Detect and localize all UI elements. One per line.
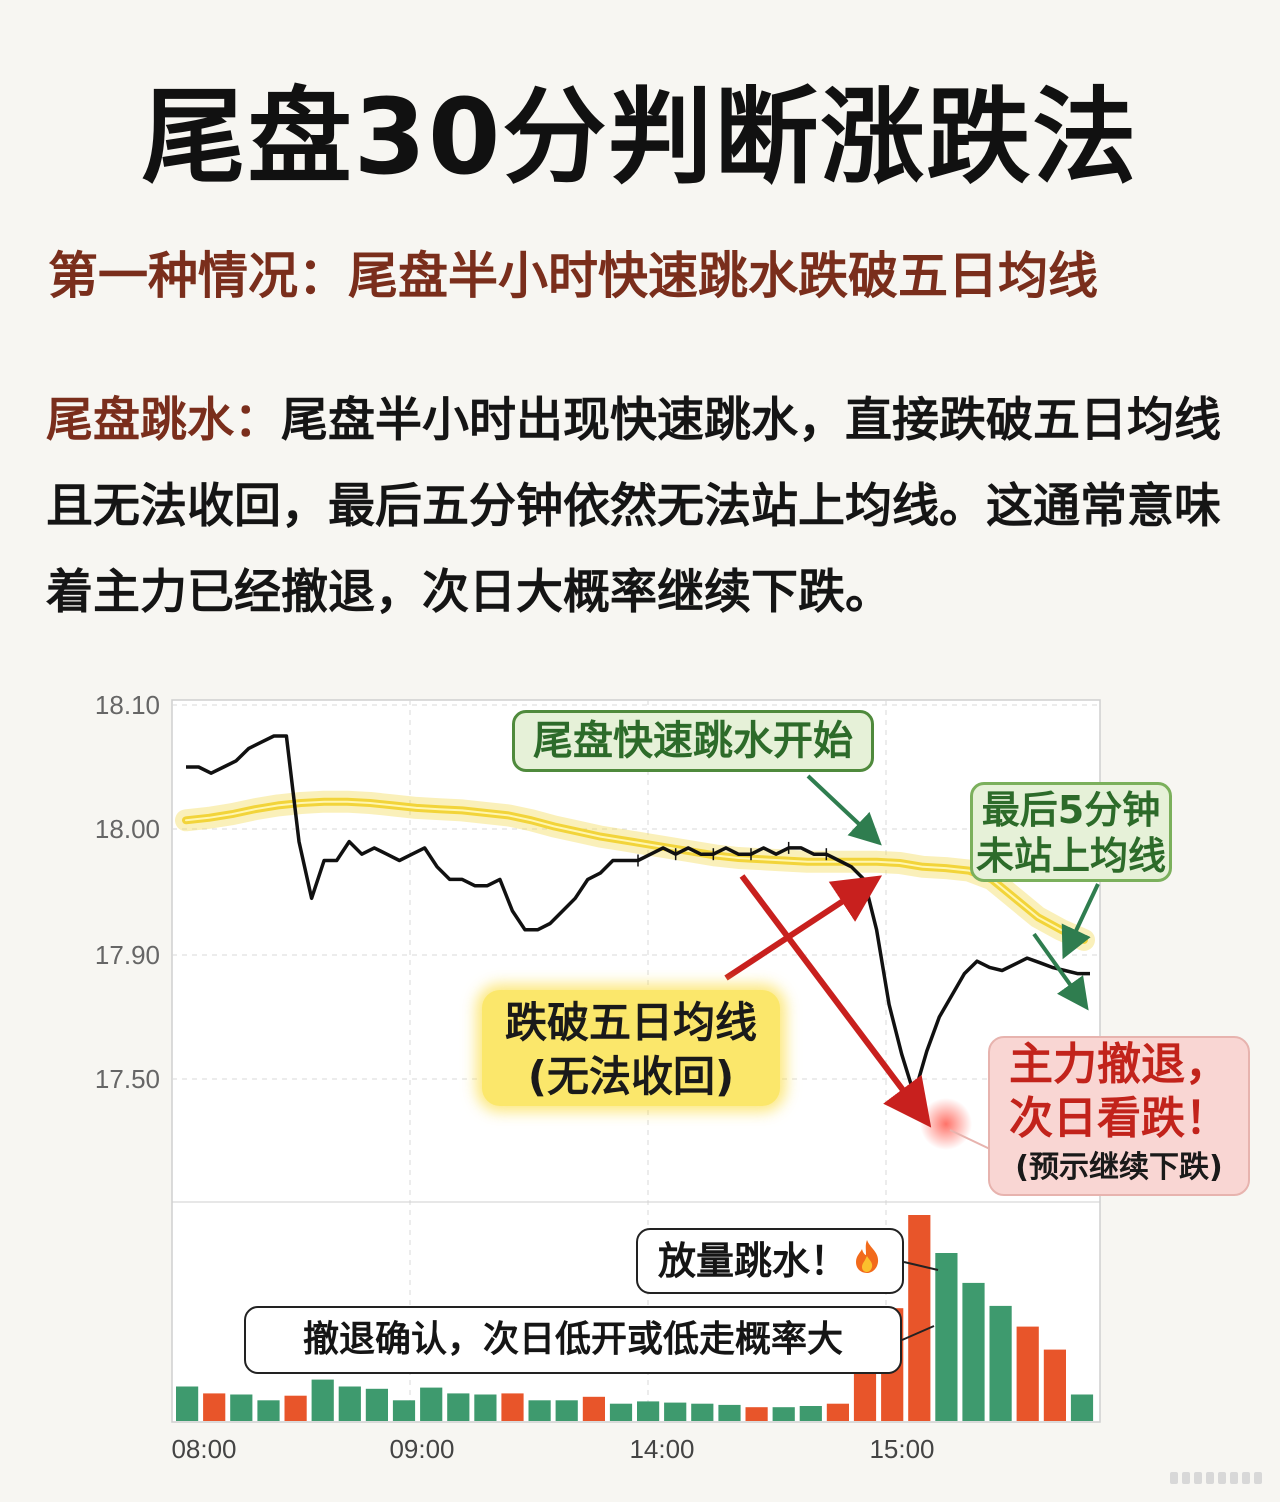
- volume-bar: [718, 1404, 741, 1421]
- page-dots: [1170, 1472, 1262, 1484]
- x-tick-label: 14:00: [629, 1434, 694, 1464]
- price-line-group: [186, 734, 1090, 1097]
- last-5min-line2: 未站上均线: [975, 834, 1166, 878]
- volume-bar: [176, 1386, 199, 1421]
- volume-bar: [1016, 1326, 1039, 1421]
- y-tick-label: 17.90: [95, 940, 160, 970]
- last-5min-line1: 最后5分钟: [981, 788, 1161, 832]
- volume-bar: [1043, 1349, 1066, 1421]
- red-arrow-down: [739, 874, 932, 1128]
- volume-bar: [338, 1386, 361, 1421]
- volume-bar: [501, 1393, 524, 1421]
- confirm-callout-pointer: [901, 1325, 935, 1341]
- axis-ticks: 18.10 18.00 17.90 17.50 08:00 09:00 14:00 15:00: [95, 690, 935, 1464]
- volume-bar: [799, 1406, 822, 1421]
- volume-bar: [609, 1403, 633, 1421]
- break-ma5-line1: 跌破五日均线: [504, 998, 757, 1047]
- volume-bar: [230, 1394, 253, 1421]
- low-point-glow: [920, 1098, 972, 1150]
- volume-bar: [853, 1366, 877, 1421]
- green-arrow-start: [806, 774, 882, 846]
- x-tick-label: 15:00: [869, 1434, 934, 1464]
- volume-bar: [826, 1403, 849, 1421]
- volume-bar: [203, 1393, 226, 1421]
- volume-bar: [637, 1401, 660, 1421]
- fire-icon: [856, 1240, 879, 1273]
- volume-bar: [1070, 1394, 1094, 1421]
- y-tick-label: 18.00: [95, 814, 160, 844]
- y-tick-label: 17.50: [95, 1064, 160, 1094]
- retreat-line1: 主力撤退，: [1009, 1039, 1229, 1090]
- x-tick-label: 08:00: [171, 1434, 236, 1464]
- volume-bar: [772, 1407, 795, 1421]
- x-tick-label: 09:00: [389, 1434, 454, 1464]
- red-arrow-up: [724, 875, 883, 981]
- volume-bar: [555, 1400, 578, 1421]
- volume-bar: [420, 1387, 443, 1421]
- volume-bar: [528, 1400, 551, 1421]
- volume-bar: [962, 1282, 985, 1421]
- volume-bar: [745, 1407, 768, 1421]
- volume-bar: [474, 1394, 497, 1421]
- retreat-line2: 次日看跌！: [1009, 1093, 1229, 1144]
- volume-bar: [284, 1395, 307, 1421]
- retreat-callout: 主力撤退， 次日看跌！ (预示继续下跌): [988, 1036, 1250, 1196]
- break-ma5-line2: (无法收回): [527, 1052, 735, 1101]
- retreat-line3: (预示继续下跌): [1015, 1150, 1223, 1185]
- last-5min-callout: 最后5分钟 未站上均线: [970, 782, 1172, 882]
- volume-bar: [447, 1393, 470, 1421]
- green-arrow-last5: [1061, 883, 1100, 960]
- volume-bar: [989, 1305, 1012, 1421]
- dive-start-callout: 尾盘快速跳水开始: [512, 710, 874, 772]
- callout-pointer: [949, 1129, 993, 1151]
- page-subtitle: 第一种情况：尾盘半小时快速跳水跌破五日均线: [48, 247, 1098, 305]
- break-ma5-callout: 跌破五日均线 (无法收回): [482, 990, 780, 1106]
- page-title: 尾盘30分判断涨跌法: [141, 76, 1139, 198]
- volume-bar: [664, 1402, 687, 1421]
- volume-bar: [691, 1403, 714, 1421]
- retreat-confirm-callout: 撤退确认，次日低开或低走概率大: [244, 1306, 902, 1374]
- volume-bar: [935, 1253, 958, 1421]
- y-tick-label: 18.10: [95, 690, 160, 720]
- volume-bar: [257, 1400, 280, 1421]
- volume-callout-pointer: [903, 1261, 939, 1271]
- green-arrow-end: [1032, 932, 1089, 1011]
- volume-dive-text: 放量跳水！: [657, 1239, 848, 1283]
- body-lead: 尾盘跳水：: [46, 393, 281, 448]
- body-paragraph: 尾盘跳水：尾盘半小时出现快速跳水，直接跌破五日均线且无法收回，最后五分钟依然无法…: [46, 378, 1266, 636]
- ma5-line-group: [175, 790, 1095, 951]
- volume-bar: [392, 1400, 416, 1421]
- ma5-highlight: [185, 800, 1085, 941]
- volume-dive-callout: 放量跳水！: [636, 1228, 904, 1294]
- volume-bar: [311, 1379, 334, 1421]
- volume-bar: [908, 1215, 931, 1421]
- body-text: 尾盘半小时出现快速跳水，直接跌破五日均线且无法收回，最后五分钟依然无法站上均线。…: [46, 393, 1221, 620]
- volume-bar: [582, 1396, 605, 1421]
- volume-bar: [365, 1388, 388, 1421]
